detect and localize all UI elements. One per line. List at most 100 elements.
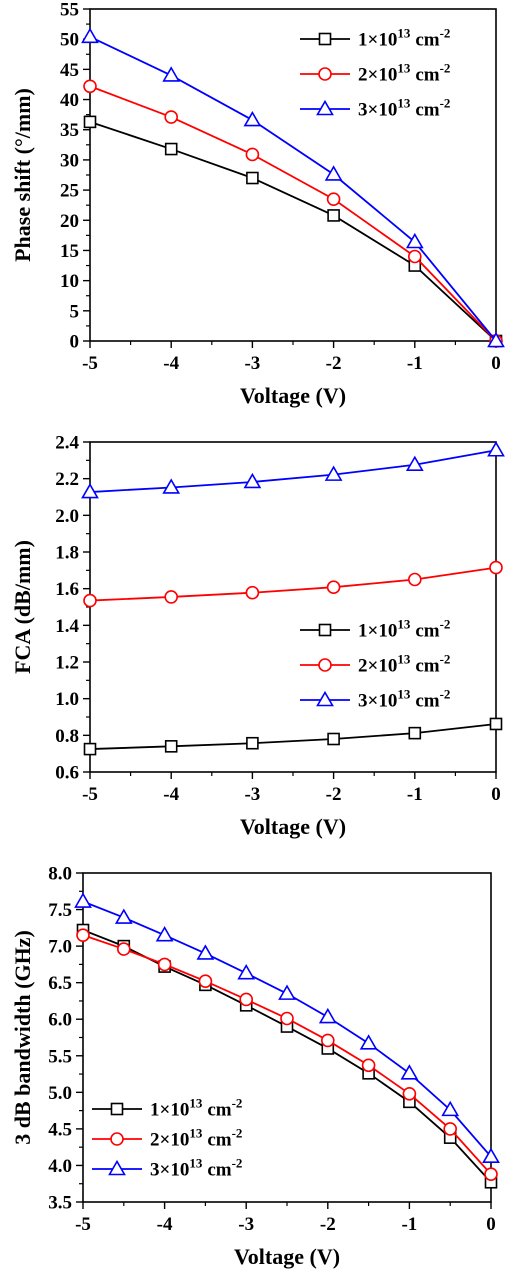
data-point bbox=[400, 1064, 419, 1080]
data-point bbox=[164, 110, 178, 124]
data-point bbox=[278, 984, 296, 1000]
legend-marker bbox=[318, 623, 332, 637]
y-axis-title: 3 dB bandwidth (GHz) bbox=[10, 930, 35, 1145]
series-line bbox=[89, 85, 497, 342]
series-1 bbox=[76, 923, 498, 1189]
x-axis: -5 -4 -3 -2 -1 0 bbox=[75, 1202, 496, 1235]
data-point bbox=[81, 482, 99, 499]
data-point bbox=[81, 27, 99, 44]
legend-unit: cm bbox=[415, 100, 439, 121]
data-point bbox=[487, 441, 505, 457]
series-2 bbox=[83, 79, 503, 348]
data-point bbox=[114, 908, 133, 924]
y-tick-label: 3.5 bbox=[48, 1193, 72, 1214]
data-point bbox=[407, 249, 422, 264]
data-point bbox=[324, 165, 343, 181]
legend-unit: cm bbox=[415, 691, 439, 712]
y-tick-label: 2.2 bbox=[55, 469, 79, 490]
x-tick-label: -5 bbox=[82, 353, 98, 374]
series-line bbox=[89, 121, 497, 342]
x-tick-label: -2 bbox=[320, 1214, 336, 1235]
data-point bbox=[402, 1086, 417, 1101]
x-tick-label: -1 bbox=[401, 1214, 417, 1235]
x-tick-label: -5 bbox=[82, 784, 98, 805]
legend-item-1: 1×1013 cm-2 bbox=[300, 26, 450, 51]
legend-name: 3×10 bbox=[150, 1160, 189, 1181]
legend-label: 1×1013 cm-2 bbox=[150, 1096, 242, 1121]
x-tick-label: -1 bbox=[407, 784, 423, 805]
y-tick-label: 1.8 bbox=[55, 543, 79, 564]
legend-exponent: 13 bbox=[397, 687, 411, 702]
data-point bbox=[196, 944, 215, 960]
x-tick-label: -3 bbox=[244, 784, 260, 805]
y-tick-label: 0.6 bbox=[55, 763, 79, 784]
y-tick-label: 6.0 bbox=[48, 1010, 72, 1031]
legend-name: 2×10 bbox=[358, 65, 397, 86]
y-tick-label: 25 bbox=[60, 181, 79, 202]
data-point bbox=[318, 1007, 337, 1024]
chart-panel-2: -5 -4 -3 -2 -1 0 0.6 0.8 1.0 1.2 1.4 1.6 1.8 2.0 2.2 2.… bbox=[10, 433, 505, 839]
legend-unit: cm bbox=[207, 1130, 231, 1151]
x-axis-title: Voltage (V) bbox=[240, 814, 346, 839]
series-3 bbox=[81, 441, 505, 499]
y-axis: 3.5 4.0 4.5 5.0 5.5 6.0 6.5 7.0 7.5 8.0 bbox=[48, 864, 83, 1214]
legend-marker bbox=[316, 99, 334, 116]
data-point bbox=[245, 147, 260, 162]
legend-exponent: 13 bbox=[397, 617, 411, 632]
y-tick-label: 20 bbox=[60, 211, 79, 232]
data-point bbox=[327, 732, 340, 746]
y-tick-label: 4.5 bbox=[48, 1119, 72, 1140]
data-point bbox=[246, 736, 259, 750]
series-line bbox=[82, 934, 492, 1175]
series-line bbox=[89, 35, 497, 342]
legend-exponent: 13 bbox=[189, 1156, 203, 1171]
legend-name: 1×10 bbox=[358, 30, 397, 51]
data-point bbox=[164, 142, 178, 156]
legend-unit: cm bbox=[207, 1160, 231, 1181]
data-point bbox=[245, 585, 260, 600]
y-tick-label: 1.4 bbox=[55, 616, 79, 637]
x-tick-label: 0 bbox=[486, 1214, 496, 1235]
legend-unit-exponent: -2 bbox=[440, 617, 451, 632]
data-point bbox=[408, 726, 422, 740]
series-2 bbox=[76, 928, 498, 1182]
x-tick-label: -3 bbox=[238, 1214, 254, 1235]
series-line bbox=[89, 566, 497, 602]
legend-label: 1×1013 cm-2 bbox=[358, 617, 450, 642]
data-point bbox=[324, 465, 343, 481]
y-tick-label: 5 bbox=[70, 301, 80, 322]
y-tick-label: 2.0 bbox=[55, 506, 79, 527]
y-tick-label: 40 bbox=[60, 90, 79, 111]
data-point bbox=[83, 742, 97, 756]
legend: 1×1013 cm-22×1013 cm-23×1013 cm-2 bbox=[300, 26, 450, 121]
legend-marker bbox=[110, 1132, 124, 1146]
legend-unit: cm bbox=[415, 621, 439, 642]
series-3 bbox=[81, 27, 505, 348]
legend-label: 3×1013 cm-2 bbox=[150, 1156, 242, 1181]
data-point bbox=[83, 79, 97, 94]
legend-exponent: 13 bbox=[189, 1096, 203, 1111]
x-tick-label: 0 bbox=[491, 353, 501, 374]
plot-frame bbox=[89, 8, 497, 342]
legend-item-3: 3×1013 cm-2 bbox=[92, 1156, 242, 1181]
y-tick-label: 7.0 bbox=[48, 937, 72, 958]
legend-name: 3×10 bbox=[358, 100, 397, 121]
y-tick-label: 1.2 bbox=[55, 653, 79, 674]
y-axis: 0 5 10 15 20 25 30 35 40 45 50 55 bbox=[60, 0, 90, 353]
legend-unit-exponent: -2 bbox=[440, 26, 451, 41]
legend-unit: cm bbox=[207, 1100, 231, 1121]
data-point bbox=[74, 892, 92, 908]
legend: 1×1013 cm-22×1013 cm-23×1013 cm-2 bbox=[300, 617, 450, 712]
data-point bbox=[489, 717, 503, 731]
series-3 bbox=[74, 892, 500, 1163]
x-tick-label: -5 bbox=[75, 1214, 91, 1235]
data-point bbox=[320, 1033, 335, 1048]
data-point bbox=[83, 115, 97, 129]
legend-item-3: 3×1013 cm-2 bbox=[300, 687, 450, 712]
y-axis: 0.6 0.8 1.0 1.2 1.4 1.6 1.8 2.0 2.2 2.4 bbox=[55, 433, 90, 784]
data-point bbox=[155, 926, 174, 942]
series-1 bbox=[83, 115, 503, 348]
y-tick-label: 6.5 bbox=[48, 973, 72, 994]
data-point bbox=[359, 1034, 378, 1050]
